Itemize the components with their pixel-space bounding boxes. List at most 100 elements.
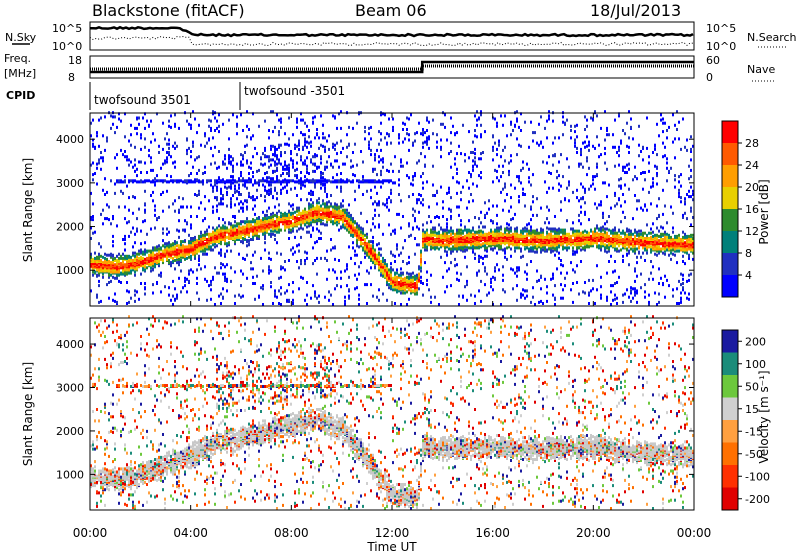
- heatmap-cell: [286, 164, 288, 168]
- heatmap-cell: [492, 220, 494, 224]
- heatmap-cell: [306, 225, 308, 229]
- heatmap-cell: [348, 230, 350, 234]
- heatmap-cell: [560, 184, 562, 188]
- heatmap-cell: [212, 209, 214, 213]
- heatmap-cell: [352, 241, 354, 245]
- heatmap-cell: [418, 287, 420, 291]
- heatmap-cell: [524, 120, 526, 124]
- heatmap-cell: [140, 257, 142, 261]
- heatmap-cell: [412, 282, 414, 285]
- heatmap-cell: [240, 269, 242, 273]
- cpid-segment-1: twofsound 3501: [94, 93, 191, 107]
- heatmap-cell: [496, 124, 498, 128]
- heatmap-cell: [382, 157, 384, 161]
- heatmap-cell: [326, 223, 328, 227]
- heatmap-cell: [420, 175, 422, 179]
- heatmap-cell: [352, 179, 354, 183]
- heatmap-cell: [240, 113, 242, 117]
- heatmap-cell: [444, 234, 446, 238]
- heatmap-cell: [166, 160, 168, 164]
- heatmap-cell: [112, 215, 114, 218]
- heatmap-cell: [398, 169, 400, 173]
- heatmap-cell: [328, 147, 330, 151]
- heatmap-cell: [230, 222, 232, 226]
- heatmap-cell: [188, 174, 190, 178]
- heatmap-cell: [350, 180, 352, 184]
- heatmap-cell: [290, 223, 292, 227]
- heatmap-cell: [420, 269, 422, 273]
- heatmap-cell: [514, 123, 516, 127]
- heatmap-cell: [256, 188, 258, 192]
- heatmap-cell: [422, 293, 424, 297]
- heatmap-cell: [300, 262, 302, 266]
- heatmap-cell: [196, 239, 198, 243]
- heatmap-cell: [508, 161, 510, 165]
- heatmap-cell: [138, 256, 140, 260]
- heatmap-cell: [508, 223, 510, 227]
- heatmap-cell: [568, 238, 570, 241]
- heatmap-cell: [322, 136, 324, 140]
- heatmap-cell: [250, 238, 252, 241]
- heatmap-cell: [262, 183, 264, 187]
- heatmap-cell: [412, 271, 414, 275]
- heatmap-cell: [144, 241, 146, 245]
- heatmap-cell: [424, 245, 426, 249]
- heatmap-cell: [566, 118, 568, 122]
- heatmap-cell: [234, 230, 236, 234]
- heatmap-cell: [398, 212, 400, 216]
- heatmap-cell: [162, 259, 164, 262]
- heatmap-cell: [152, 283, 154, 287]
- heatmap-cell: [310, 203, 312, 207]
- heatmap-cell: [198, 263, 200, 267]
- heatmap-cell: [134, 145, 136, 149]
- heatmap-cell: [120, 281, 122, 284]
- heatmap-cell: [180, 179, 182, 183]
- heatmap-cell: [312, 226, 314, 230]
- heatmap-cell: [368, 140, 370, 144]
- heatmap-cell: [394, 231, 396, 235]
- heatmap-cell: [132, 179, 134, 183]
- heatmap-cell: [560, 153, 562, 157]
- heatmap-cell: [214, 196, 216, 200]
- heatmap-cell: [198, 234, 200, 238]
- noise-panel: N.Sky 10^5 10^0 10^5 10^0 N.Search: [5, 21, 797, 53]
- nave-label: Nave: [747, 63, 775, 76]
- heatmap-cell: [432, 243, 434, 247]
- heatmap-cell: [142, 180, 144, 184]
- heatmap-cell: [370, 179, 372, 183]
- heatmap-cell: [508, 243, 510, 247]
- heatmap-cell: [116, 153, 118, 157]
- heatmap-cell: [428, 135, 430, 139]
- heatmap-cell: [556, 267, 558, 271]
- heatmap-cell: [322, 211, 324, 215]
- heatmap-cell: [460, 246, 462, 250]
- heatmap-cell: [324, 204, 326, 208]
- heatmap-cell: [450, 226, 452, 230]
- heatmap-cell: [230, 237, 232, 240]
- heatmap-cell: [540, 238, 542, 241]
- heatmap-cell: [100, 259, 102, 262]
- heatmap-cell: [254, 204, 256, 208]
- heatmap-cell: [166, 246, 168, 250]
- heatmap-cell: [174, 160, 176, 164]
- heatmap-cell: [310, 158, 312, 162]
- heatmap-cell: [374, 265, 376, 269]
- heatmap-cell: [432, 164, 434, 168]
- heatmap-cell: [276, 147, 278, 151]
- heatmap-cell: [508, 229, 510, 233]
- heatmap-cell: [520, 234, 522, 238]
- heatmap-cell: [526, 232, 528, 236]
- heatmap-cell: [510, 183, 512, 187]
- heatmap-cell: [304, 175, 306, 179]
- heatmap-cell: [124, 205, 126, 209]
- heatmap-cell: [298, 147, 300, 151]
- heatmap-cell: [190, 226, 192, 230]
- heatmap-cell: [510, 218, 512, 222]
- heatmap-cell: [388, 133, 390, 137]
- heatmap-cell: [258, 220, 260, 224]
- heatmap-cell: [154, 183, 156, 187]
- heatmap-cell: [120, 119, 122, 123]
- heatmap-cell: [298, 208, 300, 212]
- heatmap-cell: [420, 201, 422, 205]
- heatmap-cell: [524, 240, 526, 244]
